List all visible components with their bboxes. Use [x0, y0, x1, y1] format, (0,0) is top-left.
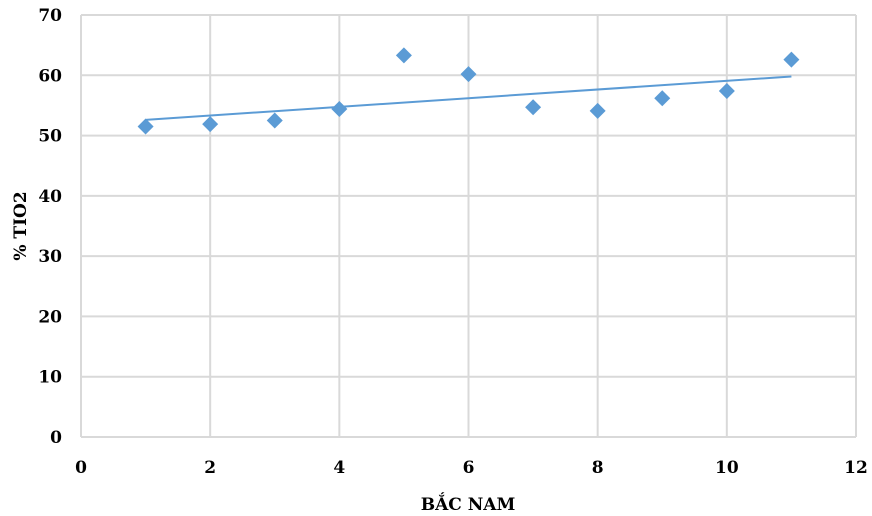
- data-point: [654, 90, 671, 107]
- y-tick-label: 10: [38, 368, 62, 388]
- data-point: [525, 99, 542, 116]
- data-point: [783, 51, 800, 68]
- y-tick-labels: 0 10 20 30 40 50 60 70: [38, 6, 62, 448]
- x-tick-label: 2: [204, 458, 216, 478]
- y-tick-label: 50: [38, 127, 62, 147]
- y-tick-label: 40: [38, 187, 62, 207]
- y-tick-label: 70: [38, 6, 62, 26]
- y-tick-label: 30: [38, 247, 62, 267]
- data-points: [137, 47, 800, 135]
- x-tick-label: 8: [592, 458, 604, 478]
- x-tick-label: 10: [715, 458, 739, 478]
- data-point: [202, 116, 219, 133]
- data-point: [460, 66, 477, 83]
- y-tick-label: 0: [50, 428, 62, 448]
- x-tick-label: 4: [333, 458, 345, 478]
- data-point: [589, 102, 606, 119]
- data-point: [137, 118, 154, 135]
- data-point: [331, 101, 348, 118]
- data-point: [395, 47, 412, 64]
- data-point: [266, 112, 283, 129]
- x-tick-label: 0: [75, 458, 87, 478]
- gridlines: [80, 14, 857, 438]
- x-tick-label: 12: [844, 458, 868, 478]
- y-axis-title: % TIO2: [11, 191, 31, 260]
- y-tick-label: 60: [38, 66, 62, 86]
- x-tick-labels: 0 2 4 6 8 10 12: [75, 458, 868, 478]
- x-tick-label: 6: [463, 458, 475, 478]
- y-tick-label: 20: [38, 307, 62, 327]
- x-axis-title: BẮC NAM: [421, 492, 516, 515]
- trendline-group: [145, 75, 792, 121]
- trendline: [145, 75, 792, 121]
- data-point: [718, 82, 735, 99]
